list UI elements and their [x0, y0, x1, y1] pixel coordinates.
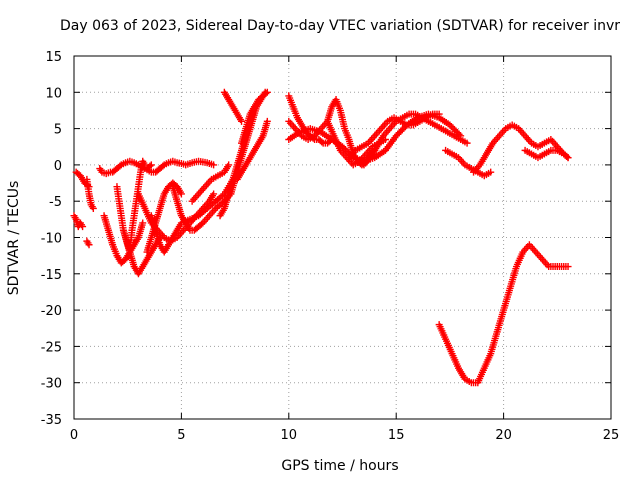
- data-point: [210, 161, 218, 169]
- data-point: [446, 121, 454, 129]
- data-point: [210, 190, 218, 198]
- y-tick-label: -20: [41, 304, 62, 319]
- data-point: [447, 123, 455, 131]
- data-point: [116, 162, 124, 170]
- series-arc-26: [360, 110, 471, 169]
- data-point: [463, 139, 471, 147]
- data-point: [397, 127, 405, 135]
- series-arc-4: [83, 237, 93, 249]
- series-arc-7: [109, 157, 155, 176]
- x-tick-label: 0: [70, 428, 78, 443]
- y-tick-label: -5: [49, 195, 62, 210]
- y-axis-label: SDTVAR / TECUs: [6, 181, 22, 296]
- data-point: [451, 126, 459, 134]
- y-tick-label: 10: [45, 86, 62, 101]
- data-point: [398, 126, 406, 134]
- x-tick-label: 5: [177, 428, 185, 443]
- data-point: [89, 204, 97, 212]
- series-arc-20: [238, 88, 271, 147]
- data-point: [564, 263, 572, 271]
- y-tick-label: -35: [41, 413, 62, 428]
- series-arc-29: [470, 121, 572, 176]
- x-tick-label: 15: [388, 428, 405, 443]
- series-arc-30: [521, 146, 572, 162]
- data-point: [177, 190, 185, 198]
- data-point: [238, 117, 246, 125]
- x-tick-label: 25: [603, 428, 620, 443]
- data-point: [263, 88, 271, 96]
- series-arc-15: [188, 161, 233, 205]
- series-arc-19: [233, 117, 271, 183]
- data-point: [79, 223, 87, 231]
- series-arc-14: [169, 183, 235, 234]
- data-point: [395, 129, 403, 137]
- data-point: [487, 168, 495, 176]
- series-arc-1: [70, 212, 87, 231]
- data-point: [564, 154, 572, 162]
- y-tick-label: -15: [41, 268, 62, 283]
- series-arc-5: [96, 165, 115, 178]
- y-tick-label: -25: [41, 340, 62, 355]
- data-point: [147, 161, 155, 169]
- data-point: [400, 124, 408, 132]
- data-point: [452, 127, 460, 135]
- data-point: [139, 219, 147, 227]
- data-point: [262, 90, 270, 98]
- series-arc-9: [122, 234, 164, 278]
- chart-title: Day 063 of 2023, Sidereal Day-to-day VTE…: [60, 18, 620, 34]
- data-point: [340, 144, 348, 152]
- data-point: [435, 110, 443, 118]
- data-point: [263, 117, 271, 125]
- data-point: [318, 138, 326, 146]
- data-point: [146, 162, 154, 170]
- y-tick-label: -10: [41, 232, 62, 247]
- data-points: [70, 88, 572, 387]
- data-point: [159, 162, 167, 170]
- series-arc-17: [220, 88, 246, 125]
- data-point: [394, 130, 402, 138]
- data-point: [454, 129, 462, 137]
- data-point: [392, 132, 400, 140]
- y-tick-label: 0: [54, 159, 62, 174]
- data-point: [342, 146, 350, 154]
- series-arc-27: [442, 146, 495, 180]
- y-tick-label: -30: [41, 377, 62, 392]
- data-point: [339, 143, 346, 151]
- data-point: [225, 161, 233, 169]
- x-axis-label: GPS time / hours: [281, 458, 398, 474]
- series-arc-10: [134, 157, 218, 176]
- y-tick-label: 15: [45, 50, 62, 65]
- series-arc-28: [435, 241, 572, 387]
- x-tick-label: 20: [495, 428, 512, 443]
- series-arc-24: [323, 96, 379, 169]
- series-arc-3: [83, 175, 97, 212]
- data-point: [85, 241, 93, 249]
- axis-ticks: 0 5 10 15 20 25 15 10 5 0 -5 -10 -15 -20 -25 -30 -35: [41, 50, 620, 443]
- y-tick-label: 5: [54, 123, 62, 138]
- x-tick-label: 10: [281, 428, 298, 443]
- data-point: [449, 124, 457, 132]
- data-point: [563, 152, 571, 160]
